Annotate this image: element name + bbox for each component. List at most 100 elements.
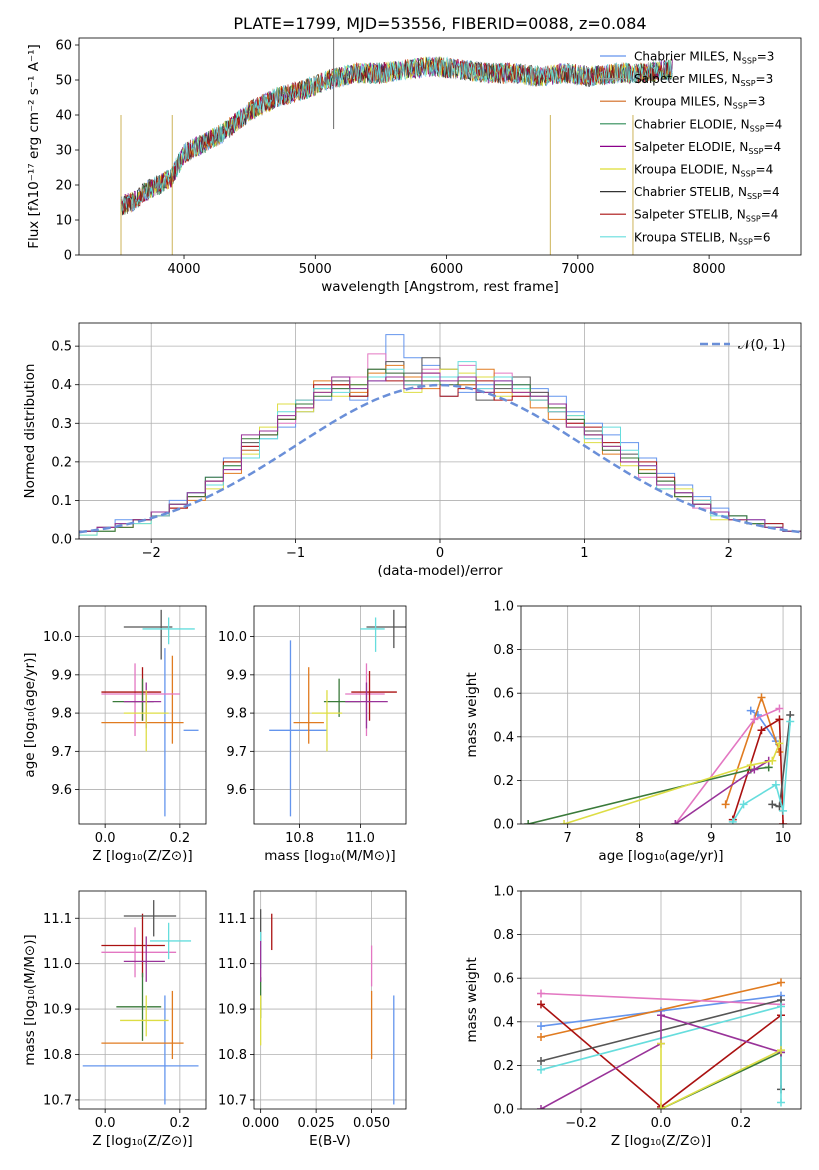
weight_vs_z-marker [777, 1002, 785, 1011]
weight_vs_z-marker [657, 1105, 665, 1109]
weight_vs_age-ytick-label: 0.0 [493, 818, 514, 833]
weight_vs_z-ytick-label: 0.8 [493, 928, 514, 943]
age_vs_mass-frame [253, 605, 407, 825]
spectrum-ytick-label: 20 [55, 179, 72, 194]
age_vs_z-xlabel: Z [log₁₀(Z/Z⊙)] [92, 848, 192, 864]
weight_vs_age-marker [746, 761, 755, 770]
weight_vs_age-marker [768, 756, 777, 765]
mass_vs_ebv-ytick-label: 10.7 [218, 1093, 247, 1108]
weight_vs_z-plot [537, 978, 785, 1109]
legend-text: Chabrier STELIB, N [634, 185, 747, 199]
weight_vs_age-series-line [674, 707, 780, 824]
mass_vs_z-axes [75, 891, 206, 1113]
mass_vs_z-xtick-label: 0.0 [95, 1116, 116, 1131]
weight_vs_age-marker [771, 780, 780, 789]
age_vs_mass-xtick-label: 11.0 [346, 831, 375, 846]
spectrum-axes [75, 44, 710, 259]
legend-subscript: SSP [750, 124, 765, 133]
age_vs_z-ylabel: age [log₁₀(age/yr)] [22, 652, 38, 777]
mass_vs_z-frame [78, 890, 207, 1110]
weight_vs_z-frame [520, 890, 802, 1110]
spectrum-ytick-label: 10 [55, 214, 72, 229]
weight_vs_age-marker [524, 820, 533, 824]
histogram-step [79, 372, 801, 539]
legend-text: =4 [763, 140, 781, 154]
histogram-plot [79, 334, 801, 539]
weight_vs_age-marker [746, 706, 755, 715]
weight_vs_z-ytick-label: 0.4 [493, 1015, 514, 1030]
legend-text: =4 [762, 185, 780, 199]
legend-subscript: SSP [748, 147, 763, 156]
age_vs_mass-ytick-label: 9.7 [226, 745, 247, 760]
weight_vs_age-ytick-label: 0.2 [493, 774, 514, 789]
mass_vs_z-plot [82, 900, 199, 1105]
legend-subscript: SSP [741, 79, 756, 88]
mass_vs_z-ytick-label: 10.8 [43, 1048, 72, 1063]
weight_vs_age-marker [779, 806, 788, 815]
weight_vs_age-marker [775, 748, 784, 757]
weight_vs_age-xtick-label: 7 [564, 831, 572, 846]
age_vs_mass-xlabel: mass [log₁₀(M/M⊙)] [264, 848, 395, 864]
age_vs_z-frame [78, 605, 207, 825]
spectrum-ytick-label: 0 [64, 249, 72, 264]
spectrum-plot [120, 38, 673, 255]
spectrum-xtick-label: 7000 [561, 262, 594, 277]
age_vs_z-xtick-label: 0.2 [170, 831, 191, 846]
weight_vs_z-marker [777, 1098, 785, 1107]
weight_vs_age-ytick-label: 0.6 [493, 687, 514, 702]
weight_vs_age-xtick-label: 8 [635, 831, 643, 846]
spectrum-ytick-label: 40 [55, 109, 72, 124]
age_vs_mass-plot [269, 609, 406, 817]
weight_vs_age-marker [775, 739, 784, 748]
weight_vs_age-plot [524, 693, 795, 824]
spectrum-legend-label: Kroupa MILES, NSSP=3 [634, 95, 765, 111]
weight_vs_z-marker [537, 1057, 545, 1066]
age_vs_z-axes [75, 606, 206, 828]
mass_vs_ebv-ytick-label: 10.9 [218, 1003, 247, 1018]
histogram-ytick-label: 0.3 [51, 417, 72, 432]
weight_vs_z-marker [537, 1065, 545, 1074]
histogram-frame [78, 322, 802, 540]
weight_vs_age-marker [757, 726, 766, 735]
weight_vs_z-xtick-label: 0.2 [731, 1116, 752, 1131]
weight_vs_age-marker [739, 800, 748, 809]
mass_vs_ebv-ytick-label: 10.8 [218, 1048, 247, 1063]
weight_vs_age-series-line [528, 766, 769, 824]
age_vs_mass-ytick-label: 9.6 [226, 783, 247, 798]
spectrum-legend-label: Chabrier MILES, NSSP=3 [634, 50, 774, 66]
spectrum-legend-label: Salpeter STELIB, NSSP=4 [634, 208, 778, 224]
mass_vs_z-ytick-label: 11.0 [43, 957, 72, 972]
legend-text: =4 [765, 117, 783, 131]
spectrum-legend-label: Salpeter ELODIE, NSSP=4 [634, 140, 781, 156]
spectrum-xlabel: wavelength [Angstrom, rest frame] [321, 279, 559, 295]
weight_vs_age-axes [517, 605, 801, 828]
mass_vs_z-ytick-label: 10.7 [43, 1093, 72, 1108]
weight_vs_z-axes [517, 890, 801, 1113]
legend-subscript: SSP [746, 215, 761, 224]
age_vs_mass-ytick-label: 10.0 [218, 630, 247, 645]
mass_vs_ebv-xtick-label: 0.050 [353, 1116, 390, 1131]
weight_vs_age-ytick-label: 0.4 [493, 730, 514, 745]
weight_vs_age-marker [768, 800, 777, 809]
histogram-ytick-label: 0.2 [51, 455, 72, 470]
weight_vs_z-marker [657, 1011, 665, 1020]
mass_vs_ebv-xlabel: E(B-V) [309, 1133, 351, 1149]
weight_vs_age-marker [560, 820, 569, 824]
age_vs_z-xtick-label: 0.0 [95, 831, 116, 846]
legend-text: Salpeter MILES, N [634, 72, 741, 86]
mass_vs_ebv-xtick-label: 0.000 [242, 1116, 279, 1131]
spectrum-ytick-label: 60 [55, 39, 72, 54]
legend-text: =4 [756, 163, 774, 177]
age_vs_mass-ytick-label: 9.8 [226, 707, 247, 722]
spectrum-xtick-label: 8000 [693, 262, 726, 277]
mass_vs_ebv-xtick-label: 0.025 [298, 1116, 335, 1131]
histogram-ytick-label: 0.0 [51, 533, 72, 548]
spectrum-legend-label: Chabrier STELIB, NSSP=4 [634, 185, 780, 201]
histogram-xtick-label: 0 [436, 546, 444, 561]
weight_vs_age-marker [721, 800, 730, 809]
spectrum-xtick-label: 4000 [167, 262, 200, 277]
legend-text: Chabrier ELODIE, N [634, 117, 750, 131]
normal-curve [79, 383, 801, 534]
weight_vs_z-series-line [540, 1014, 782, 1109]
legend-subscript: SSP [742, 57, 757, 66]
